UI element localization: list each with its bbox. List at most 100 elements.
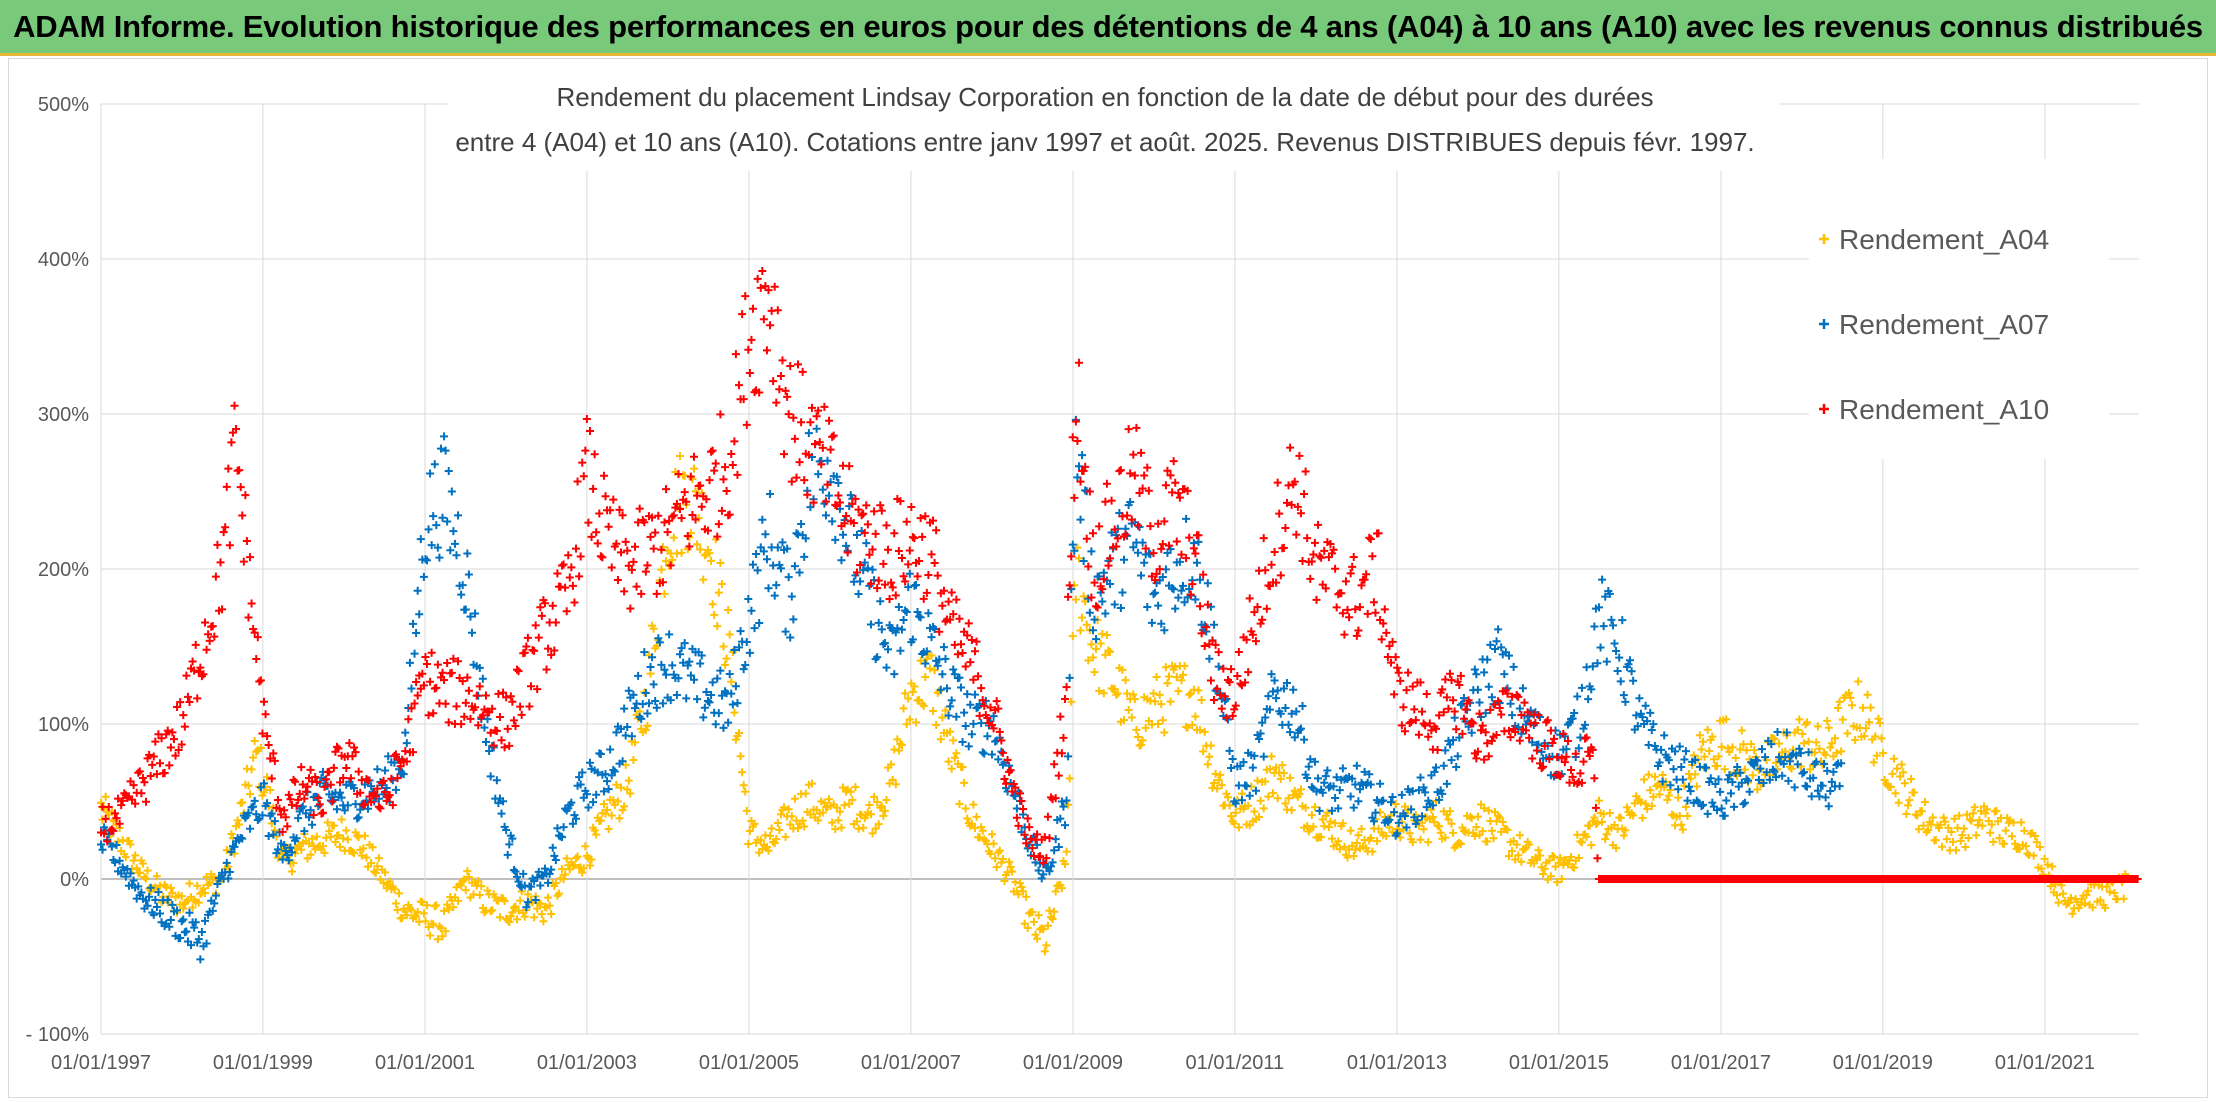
data-point xyxy=(1924,826,1933,835)
data-point xyxy=(446,546,455,555)
data-point xyxy=(627,565,636,574)
data-point xyxy=(978,748,987,757)
data-point xyxy=(1186,590,1195,599)
data-point xyxy=(1182,514,1191,523)
data-point xyxy=(2035,842,2044,851)
data-point xyxy=(812,412,821,421)
data-point xyxy=(402,911,411,920)
data-point xyxy=(1981,809,1990,818)
data-point xyxy=(1477,726,1486,735)
data-point xyxy=(264,740,273,749)
data-point xyxy=(2029,851,2038,860)
data-point xyxy=(592,528,601,537)
data-point xyxy=(1860,732,1869,741)
data-point xyxy=(1138,484,1147,493)
data-point xyxy=(354,833,363,842)
data-point xyxy=(438,932,447,941)
data-point xyxy=(829,431,838,440)
data-point xyxy=(427,648,436,657)
data-point xyxy=(362,775,371,784)
data-point xyxy=(766,831,775,840)
legend-marker xyxy=(1819,234,1829,244)
data-point xyxy=(545,869,554,878)
data-point xyxy=(1889,754,1898,763)
data-point xyxy=(1821,750,1830,759)
data-point xyxy=(697,502,706,511)
data-point xyxy=(803,490,812,499)
data-point xyxy=(1733,762,1742,771)
data-point xyxy=(2007,832,2016,841)
data-point xyxy=(1408,838,1417,847)
data-point xyxy=(526,882,535,891)
data-point xyxy=(1070,493,1079,502)
data-point xyxy=(1621,826,1630,835)
data-point xyxy=(1090,578,1099,587)
data-point xyxy=(1352,761,1361,770)
data-point xyxy=(960,778,969,787)
data-point xyxy=(1748,771,1757,780)
data-point xyxy=(222,482,231,491)
data-point xyxy=(1664,791,1673,800)
data-point xyxy=(1332,603,1341,612)
data-point xyxy=(163,895,172,904)
data-point xyxy=(412,912,421,921)
data-point xyxy=(1686,774,1695,783)
data-point xyxy=(601,492,610,501)
data-point xyxy=(764,286,773,295)
data-point xyxy=(1492,637,1501,646)
data-point xyxy=(1002,779,1011,788)
data-point xyxy=(904,694,913,703)
data-point xyxy=(741,661,750,670)
data-point xyxy=(752,549,761,558)
data-point xyxy=(480,723,489,732)
data-point xyxy=(1761,753,1770,762)
data-point xyxy=(904,583,913,592)
data-point xyxy=(1276,774,1285,783)
data-point xyxy=(522,903,531,912)
data-point xyxy=(432,521,441,530)
data-point xyxy=(1284,794,1293,803)
data-point xyxy=(1689,751,1698,760)
data-point xyxy=(1759,778,1768,787)
data-point xyxy=(263,732,272,741)
data-point xyxy=(758,267,767,276)
data-point xyxy=(1596,643,1605,652)
data-point xyxy=(256,676,265,685)
data-point xyxy=(511,867,520,876)
data-point xyxy=(919,701,928,710)
data-point xyxy=(1469,719,1478,728)
data-point xyxy=(444,467,453,476)
data-point xyxy=(1472,754,1481,763)
data-point xyxy=(776,372,785,381)
data-point xyxy=(1290,786,1299,795)
data-point xyxy=(851,494,860,503)
data-point xyxy=(1799,739,1808,748)
data-point xyxy=(421,555,430,564)
data-point xyxy=(672,499,681,508)
data-point xyxy=(1577,778,1586,787)
data-point xyxy=(1815,744,1824,753)
data-point xyxy=(662,557,671,566)
data-point xyxy=(1081,462,1090,471)
data-point xyxy=(863,520,872,529)
data-point xyxy=(1740,798,1749,807)
data-point xyxy=(246,824,255,833)
data-point xyxy=(489,741,498,750)
data-point xyxy=(1568,714,1577,723)
data-point xyxy=(1261,777,1270,786)
data-point xyxy=(604,785,613,794)
data-point xyxy=(193,694,202,703)
data-point xyxy=(2048,862,2057,871)
data-point xyxy=(1090,668,1099,677)
page-title: ADAM Informe. Evolution historique des p… xyxy=(13,8,2203,44)
data-point xyxy=(798,367,807,376)
data-point xyxy=(705,476,714,485)
data-point xyxy=(967,730,976,739)
data-point xyxy=(963,690,972,699)
data-point xyxy=(727,677,736,686)
data-point xyxy=(402,739,411,748)
data-point xyxy=(514,667,523,676)
data-point xyxy=(806,810,815,819)
data-point xyxy=(1771,758,1780,767)
